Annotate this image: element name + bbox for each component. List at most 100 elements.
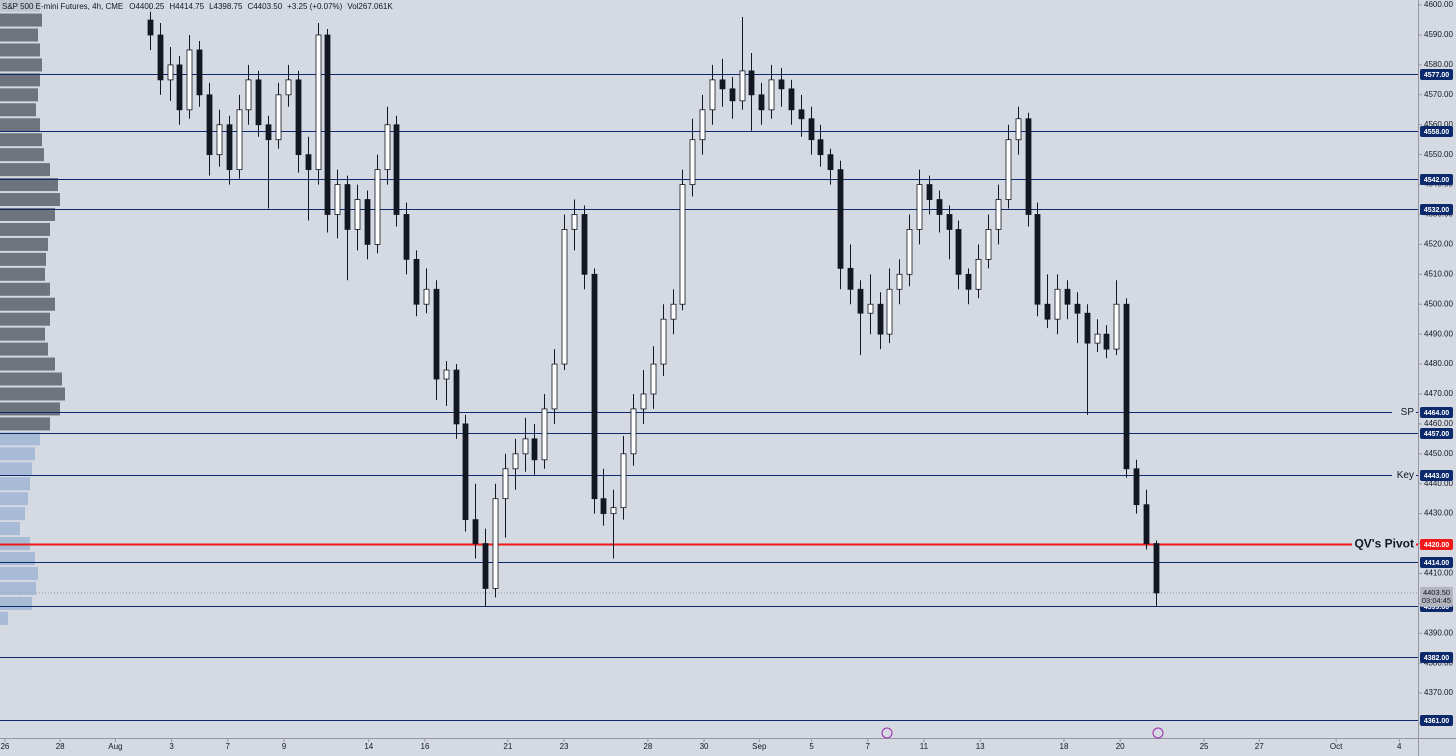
level-badge xyxy=(1420,69,1453,80)
y-tick-label: 4480.00 xyxy=(1424,359,1453,368)
x-tick-label: 20 xyxy=(1116,742,1125,751)
profile-bar xyxy=(0,402,60,416)
candle-body xyxy=(413,258,420,305)
candle-body xyxy=(393,124,400,215)
y-tick-label: 4550.00 xyxy=(1424,150,1453,159)
candle-body xyxy=(226,124,233,171)
candle-body xyxy=(965,273,972,290)
candle-body xyxy=(670,303,677,320)
profile-bar xyxy=(0,193,60,207)
candle-body xyxy=(334,184,341,215)
x-tick-label: 26 xyxy=(0,742,9,751)
candle-body xyxy=(364,199,371,245)
candle-body xyxy=(186,49,193,111)
candle-body xyxy=(748,70,755,96)
level-badge xyxy=(1420,407,1453,418)
legend-value: H4414.75 xyxy=(169,2,204,11)
profile-bar xyxy=(0,103,36,117)
x-tick-label: 5 xyxy=(809,742,814,751)
candle-body xyxy=(374,169,381,245)
candle-body xyxy=(522,438,529,455)
y-tick-label: 4460.00 xyxy=(1424,419,1453,428)
candle-body xyxy=(1054,288,1061,320)
candle-body xyxy=(1025,118,1032,215)
profile-bar xyxy=(0,417,50,431)
candle-body xyxy=(600,498,607,515)
profile-bar xyxy=(0,342,48,356)
event-icon[interactable] xyxy=(881,727,893,739)
profile-bar xyxy=(0,133,42,147)
candle-body xyxy=(739,70,746,102)
level-label: 4558.00 xyxy=(1424,129,1449,136)
profile-bar xyxy=(0,432,40,446)
profile-bar xyxy=(0,13,42,27)
x-tick-label: Sep xyxy=(752,742,767,751)
level-badge xyxy=(1420,539,1453,550)
candle-body xyxy=(1034,214,1041,305)
levels: SP Key QV's Pivot xyxy=(0,74,1418,721)
candle-body xyxy=(423,288,430,305)
profile-bar xyxy=(0,507,25,521)
candle-body xyxy=(551,363,558,410)
level-label: 4382.00 xyxy=(1424,655,1449,662)
profile-bar xyxy=(0,387,65,401)
symbol-title: S&P 500 E-mini Futures, 4h, CME xyxy=(2,2,123,11)
event-icon[interactable] xyxy=(1152,727,1164,739)
profile-bar xyxy=(0,297,55,311)
candle-body xyxy=(699,109,706,141)
candle-body xyxy=(827,154,834,171)
note-background xyxy=(1392,468,1416,483)
profile-bar xyxy=(0,148,44,162)
x-tick-label: 9 xyxy=(282,742,287,751)
level-badge xyxy=(1420,715,1453,726)
candle-body xyxy=(630,408,637,455)
candle-body xyxy=(561,229,568,365)
candle-body xyxy=(344,184,351,230)
candle-body xyxy=(1113,303,1120,350)
candle-body xyxy=(591,273,598,500)
candle-body xyxy=(196,49,203,96)
candle-body xyxy=(502,468,509,500)
x-tick-label: 23 xyxy=(560,742,569,751)
profile-bar xyxy=(0,312,50,326)
legend-value: O4400.25 xyxy=(129,2,165,11)
legend-value: C4403.50 xyxy=(247,2,282,11)
y-tick-label: 4370.00 xyxy=(1424,688,1453,697)
candle-body xyxy=(660,318,667,365)
x-tick-label: 28 xyxy=(643,742,652,751)
legend-value: Vol267.061K xyxy=(347,2,393,11)
profile-bar xyxy=(0,552,35,566)
candle-body xyxy=(1084,312,1091,344)
candle-body xyxy=(886,288,893,335)
profile-bar xyxy=(0,118,40,132)
level-label: 4414.00 xyxy=(1424,560,1449,567)
candle-body xyxy=(285,79,292,96)
y-tick-label: 4440.00 xyxy=(1424,479,1453,488)
y-tick-label: 4570.00 xyxy=(1424,90,1453,99)
x-tick-label: 11 xyxy=(920,742,929,751)
profile-bar xyxy=(0,581,36,595)
level-label: 4420.00 xyxy=(1424,542,1449,549)
profile-bar xyxy=(0,222,50,236)
y-tick-label: 4410.00 xyxy=(1424,569,1453,578)
profile-bar xyxy=(0,462,32,476)
profile-bar xyxy=(0,447,35,461)
candle-body xyxy=(620,453,627,509)
candle-body xyxy=(1143,504,1150,544)
candle-body xyxy=(985,229,992,260)
level-badge xyxy=(1420,428,1453,439)
candle-body xyxy=(955,229,962,275)
candle-body xyxy=(275,94,282,141)
ohlc-legend: O4400.25 H4414.75 L4398.75 C4403.50 +3.25 (+… xyxy=(129,2,393,11)
level-label: 4577.00 xyxy=(1424,72,1449,79)
profile-bar xyxy=(0,28,38,42)
candle-body xyxy=(650,363,657,395)
candle-body xyxy=(857,288,864,314)
last-price-label: 4403.50 xyxy=(1423,588,1450,597)
level-badge xyxy=(1420,174,1453,185)
candle-body xyxy=(147,19,154,36)
profile-bar xyxy=(0,357,55,371)
